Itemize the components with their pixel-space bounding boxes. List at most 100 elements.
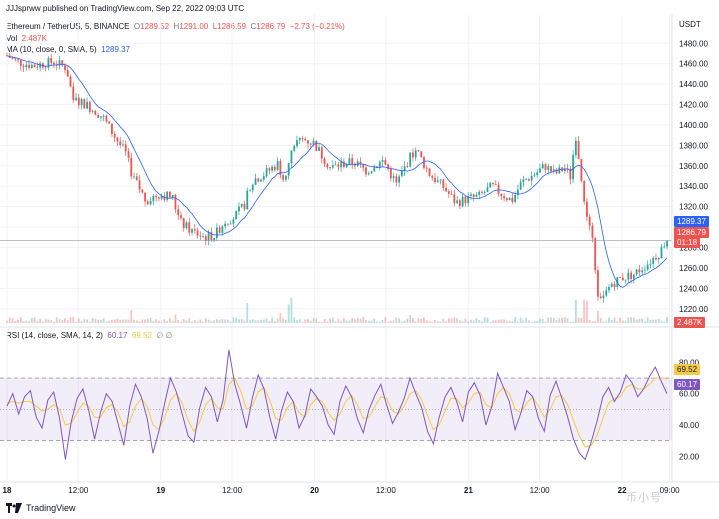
volume-bar bbox=[273, 320, 276, 323]
candle-body bbox=[224, 223, 227, 227]
price-tick-label: 1320.00 bbox=[679, 203, 708, 212]
candle-body bbox=[19, 60, 22, 66]
symbol-label[interactable]: Ethereum / TetherUS, 5, BINANCE bbox=[6, 22, 130, 31]
ma-label[interactable]: MA (10, close, 0, SMA, 5) bbox=[6, 45, 97, 54]
volume-bar bbox=[309, 320, 312, 323]
volume-bar bbox=[425, 320, 428, 323]
candle-body bbox=[359, 161, 362, 165]
candle-body bbox=[605, 290, 608, 296]
candle-body bbox=[666, 240, 668, 247]
candle-body bbox=[663, 246, 666, 248]
volume-bar bbox=[591, 321, 594, 323]
candle-body bbox=[580, 158, 583, 181]
volume-bar bbox=[41, 321, 44, 323]
volume-bar bbox=[428, 321, 431, 323]
volume-bar bbox=[111, 319, 113, 323]
volume-bar bbox=[483, 317, 486, 323]
volume-bar bbox=[362, 317, 365, 323]
rsi-sma-tag: 69.52 bbox=[674, 364, 701, 375]
volume-bar bbox=[127, 319, 130, 323]
open-value: 1289.52 bbox=[140, 22, 170, 31]
price-tick-label: 1480.00 bbox=[679, 39, 708, 48]
volume-bar bbox=[630, 317, 633, 323]
candle-body bbox=[458, 200, 461, 207]
volume-bar bbox=[663, 321, 666, 323]
volume-bar bbox=[166, 320, 169, 323]
candles bbox=[6, 52, 668, 303]
volume-bar bbox=[180, 321, 182, 323]
volume-bar bbox=[229, 321, 232, 323]
candle-body bbox=[481, 191, 483, 193]
close-value: 1286.79 bbox=[256, 22, 286, 31]
candle-body bbox=[22, 65, 25, 68]
volume-bar bbox=[660, 320, 663, 323]
volume-bar bbox=[169, 318, 171, 323]
volume-bar bbox=[276, 318, 279, 323]
candle-body bbox=[279, 160, 282, 175]
volume-legend: Vol 2.487K bbox=[6, 34, 47, 43]
candle-body bbox=[400, 171, 403, 177]
candle-body bbox=[552, 169, 555, 172]
change-value: −2.73 (−0.21%) bbox=[289, 22, 345, 31]
candle-body bbox=[94, 110, 97, 116]
candle-body bbox=[157, 197, 160, 199]
candle-body bbox=[627, 272, 630, 280]
volume-bar bbox=[14, 320, 17, 323]
rsi-axis: 20.00 40.00 60.00 80.00 bbox=[679, 358, 700, 461]
price-tick-label: 1240.00 bbox=[679, 284, 708, 293]
volume-bar bbox=[262, 319, 265, 323]
volume-bar bbox=[481, 321, 483, 323]
candle-body bbox=[572, 154, 575, 180]
price-tick-label: 1460.00 bbox=[679, 60, 708, 69]
candle-body bbox=[177, 209, 180, 216]
volume-bar bbox=[503, 319, 505, 323]
candle-body bbox=[563, 168, 566, 172]
volume-bar bbox=[171, 320, 174, 323]
volume-bar bbox=[334, 321, 337, 323]
tradingview-footer[interactable]: TradingView bbox=[6, 503, 76, 513]
volume-bar bbox=[597, 310, 599, 323]
volume-bar bbox=[152, 321, 155, 323]
candle-body bbox=[569, 168, 572, 180]
candle-body bbox=[47, 57, 50, 68]
volume-bar bbox=[113, 319, 116, 323]
volume-bar bbox=[621, 320, 624, 323]
candle-body bbox=[229, 223, 232, 225]
candle-body bbox=[503, 196, 505, 199]
volume-bar bbox=[403, 320, 406, 323]
volume-bar bbox=[83, 319, 86, 323]
vol-label[interactable]: Vol bbox=[6, 34, 18, 43]
candle-body bbox=[44, 67, 47, 69]
volume-bar bbox=[75, 321, 77, 323]
rsi-label[interactable]: RSI (14, close, SMA, 14, 2) bbox=[6, 331, 103, 340]
candle-body bbox=[467, 195, 470, 204]
volume-bar bbox=[69, 317, 72, 323]
candle-body bbox=[511, 197, 514, 203]
volume-bar bbox=[613, 317, 616, 323]
candle-body bbox=[99, 116, 102, 118]
time-tick-label: 19 bbox=[156, 486, 165, 495]
volume-bar bbox=[522, 320, 525, 323]
candle-body bbox=[522, 179, 525, 183]
price-axis: 1220.001240.001260.001280.001300.001320.… bbox=[679, 39, 708, 313]
candle-body bbox=[583, 180, 586, 202]
candle-body bbox=[215, 227, 218, 239]
volume-bar bbox=[108, 321, 111, 323]
candle-body bbox=[644, 269, 646, 271]
volume-bar bbox=[102, 318, 105, 323]
candle-body bbox=[318, 147, 320, 152]
volume-bar bbox=[323, 318, 326, 323]
volume-bar bbox=[605, 321, 608, 323]
volume-bar bbox=[492, 320, 494, 323]
volume-bar bbox=[646, 317, 649, 323]
candle-body bbox=[188, 222, 191, 233]
volume-bar bbox=[88, 321, 91, 323]
volume-bar bbox=[157, 320, 160, 323]
volume-bar bbox=[602, 321, 605, 323]
volume-bar bbox=[160, 321, 163, 323]
volume-bar bbox=[53, 321, 55, 323]
candle-body bbox=[174, 195, 177, 210]
candle-body bbox=[113, 134, 116, 138]
time-axis: 18 12:00 19 12:00 20 12:00 21 12:00 22 09:00 bbox=[3, 486, 681, 495]
